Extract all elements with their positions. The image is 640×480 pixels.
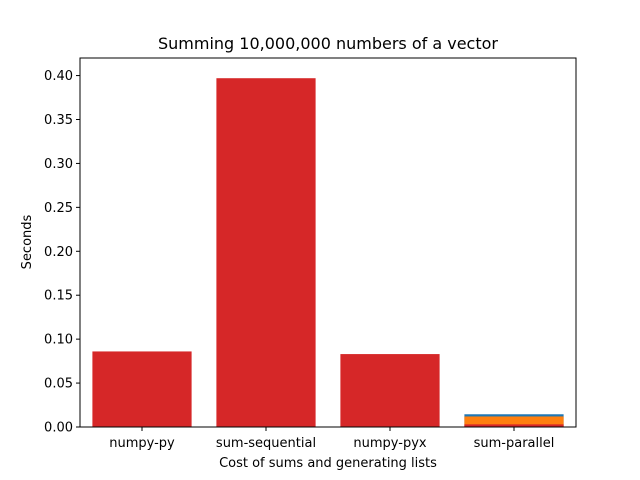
y-tick-label: 0.30	[44, 157, 73, 172]
y-tick-label: 0.20	[44, 245, 73, 260]
y-tick-label: 0.35	[44, 113, 73, 128]
plot-frame	[79, 57, 577, 428]
bar-sum-parallel-series-1	[464, 416, 564, 427]
y-tick-label: 0.10	[44, 333, 73, 348]
bar-sum-parallel-series-2	[464, 424, 564, 427]
bar-numpy-pyx-series-2	[340, 354, 440, 427]
bar-numpy-py-series-2	[92, 351, 192, 427]
y-tick-label: 0.40	[44, 69, 73, 84]
x-tick-label: numpy-py	[109, 436, 175, 451]
x-tick-label: sum-sequential	[216, 436, 316, 451]
chart-title: Summing 10,000,000 numbers of a vector	[158, 34, 498, 53]
x-axis-label: Cost of sums and generating lists	[219, 456, 437, 471]
bar-sum-sequential-series-2	[216, 78, 316, 427]
x-axis: numpy-py sum-sequential numpy-pyx sum-paral…	[109, 427, 554, 451]
y-axis-label: Seconds	[20, 214, 35, 269]
bars	[92, 78, 564, 427]
x-tick-label: numpy-pyx	[353, 436, 426, 451]
x-tick-label: sum-parallel	[474, 436, 555, 451]
y-tick-label: 0.00	[44, 421, 73, 436]
y-tick-label: 0.15	[44, 289, 73, 304]
y-tick-label: 0.25	[44, 201, 73, 216]
y-tick-label: 0.05	[44, 377, 73, 392]
y-axis: 0.00 0.05 0.10 0.15 0.20 0.25 0.30 0.35 0.40	[44, 69, 80, 436]
